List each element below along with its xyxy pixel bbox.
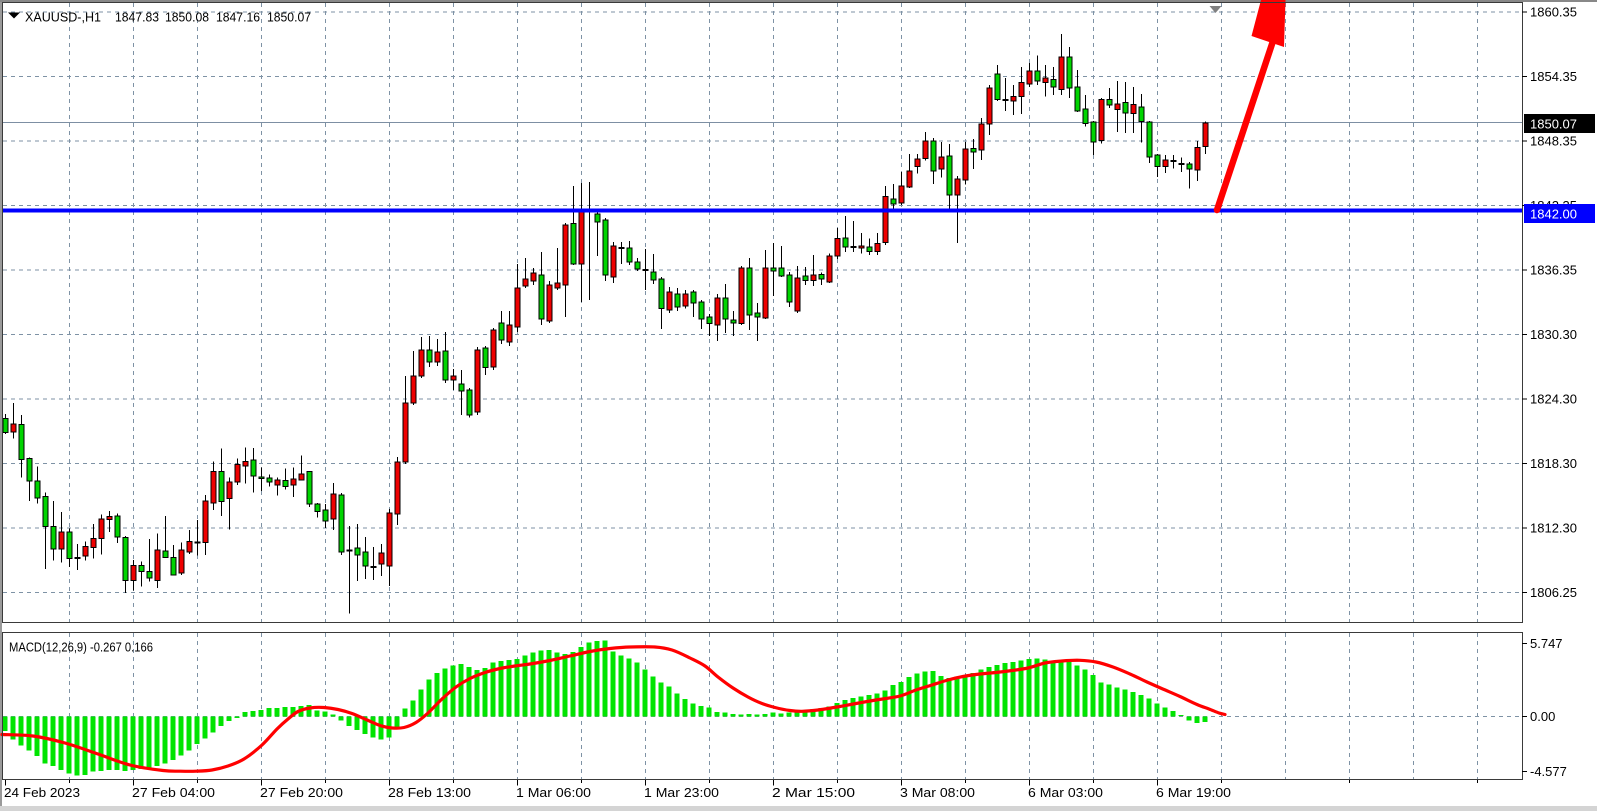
svg-text:1 Mar 23:00: 1 Mar 23:00 bbox=[644, 785, 719, 800]
svg-text:1848.35: 1848.35 bbox=[1530, 134, 1577, 149]
svg-text:1812.30: 1812.30 bbox=[1530, 521, 1577, 536]
svg-text:1842.00: 1842.00 bbox=[1530, 207, 1577, 222]
svg-text:1860.35: 1860.35 bbox=[1530, 5, 1577, 20]
svg-text:0.00: 0.00 bbox=[1530, 709, 1555, 724]
svg-text:1830.30: 1830.30 bbox=[1530, 327, 1577, 342]
svg-text:MACD(12,26,9) -0.267 0.166: MACD(12,26,9) -0.267 0.166 bbox=[9, 640, 153, 655]
svg-text:1818.30: 1818.30 bbox=[1530, 456, 1577, 471]
svg-text:1824.30: 1824.30 bbox=[1530, 392, 1577, 407]
svg-text:6 Mar 03:00: 6 Mar 03:00 bbox=[1028, 785, 1103, 800]
svg-text:6 Mar 19:00: 6 Mar 19:00 bbox=[1156, 785, 1231, 800]
svg-text:1806.25: 1806.25 bbox=[1530, 585, 1577, 600]
svg-text:27 Feb 20:00: 27 Feb 20:00 bbox=[260, 785, 343, 800]
svg-text:1850.07: 1850.07 bbox=[1530, 117, 1577, 132]
svg-text:2 Mar 15:00: 2 Mar 15:00 bbox=[772, 785, 855, 800]
svg-text:1 Mar 06:00: 1 Mar 06:00 bbox=[516, 785, 591, 800]
svg-text:5.747: 5.747 bbox=[1530, 636, 1563, 651]
svg-text:1836.35: 1836.35 bbox=[1530, 263, 1577, 278]
svg-text:-4.577: -4.577 bbox=[1530, 764, 1567, 779]
svg-text:28 Feb 13:00: 28 Feb 13:00 bbox=[388, 785, 471, 800]
svg-text:3 Mar 08:00: 3 Mar 08:00 bbox=[900, 785, 975, 800]
svg-text:24 Feb 2023: 24 Feb 2023 bbox=[4, 785, 80, 800]
svg-text:27 Feb 04:00: 27 Feb 04:00 bbox=[132, 785, 215, 800]
svg-text:1854.35: 1854.35 bbox=[1530, 69, 1577, 84]
